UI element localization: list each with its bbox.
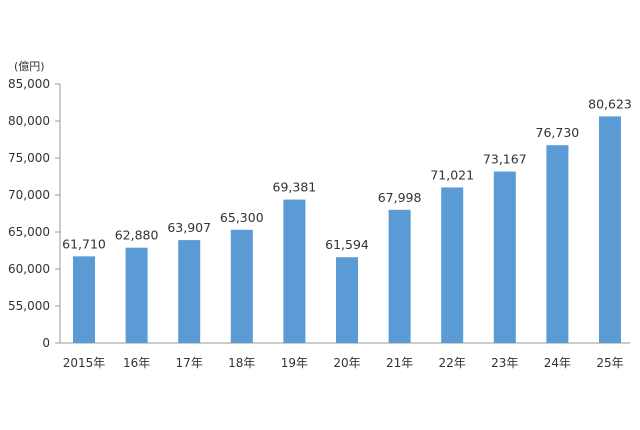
y-tick-label: 60,000 (8, 262, 50, 276)
bar-value-label: 71,021 (430, 167, 474, 182)
x-tick-label: 23年 (491, 356, 518, 370)
y-tick-label: 0 (42, 336, 50, 350)
bar-value-label: 80,623 (588, 96, 632, 111)
x-tick-label: 20年 (333, 356, 360, 370)
x-tick-label: 25年 (596, 356, 623, 370)
y-axis-unit-label: (億円) (14, 60, 45, 73)
x-tick-label: 24年 (544, 356, 571, 370)
x-axis-labels: 2015年 16年 17年 18年 19年 20年 21年 22年 23年 24年 25年 (63, 356, 624, 370)
y-tick-label: 55,000 (8, 299, 50, 313)
bar-value-label: 76,730 (536, 125, 580, 140)
bars (73, 116, 621, 343)
bar-value-label: 65,300 (220, 210, 264, 225)
bar (546, 145, 569, 343)
bar (178, 240, 201, 343)
bar-value-label: 69,381 (273, 180, 317, 195)
x-tick-label: 17年 (176, 356, 203, 370)
bar-value-label: 63,907 (167, 220, 211, 235)
x-tick-label: 18年 (228, 356, 255, 370)
bar (73, 256, 95, 343)
x-tick-label: 21年 (386, 356, 413, 370)
bar (336, 257, 358, 343)
bar-value-label: 61,710 (62, 236, 106, 251)
y-tick-label: 80,000 (8, 114, 50, 128)
bar-value-label: 73,167 (483, 152, 527, 167)
bar-value-label: 62,880 (115, 228, 159, 243)
bar (441, 187, 464, 343)
bar (599, 116, 621, 343)
bar (388, 209, 411, 343)
bar-value-label: 67,998 (378, 190, 422, 205)
bar (283, 199, 306, 343)
bar (125, 247, 148, 343)
y-tick-label: 75,000 (8, 151, 50, 165)
y-tick-label: 65,000 (8, 225, 50, 239)
x-tick-label: 2015年 (63, 356, 106, 370)
y-tick-label: 70,000 (8, 188, 50, 202)
data-labels: 61,710 62,880 63,907 65,300 69,381 61,594 67,9… (62, 96, 632, 252)
y-axis: 0 55,000 60,000 65,000 70,000 75,000 80,000 85,… (8, 77, 630, 350)
x-tick-label: 19年 (281, 356, 308, 370)
y-tick-label: 85,000 (8, 77, 50, 91)
bar (493, 171, 516, 343)
x-tick-label: 16年 (123, 356, 150, 370)
bar (230, 229, 253, 343)
x-tick-label: 22年 (439, 356, 466, 370)
bar-value-label: 61,594 (325, 237, 369, 252)
